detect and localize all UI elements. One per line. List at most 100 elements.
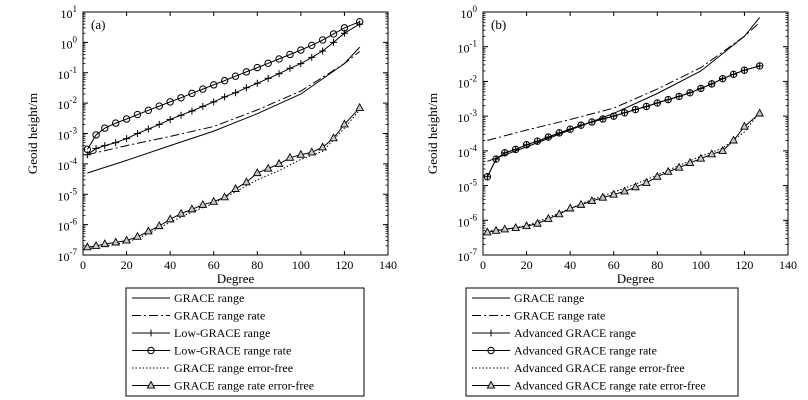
legend-marker xyxy=(147,346,155,355)
data-point xyxy=(275,55,283,63)
plot-frame xyxy=(82,11,389,256)
data-point xyxy=(166,115,174,123)
data-point xyxy=(155,120,163,128)
data-point xyxy=(101,142,109,150)
data-point xyxy=(133,110,142,119)
data-point xyxy=(177,94,185,102)
data-point xyxy=(154,221,164,230)
y-tick-label: 10-5 xyxy=(458,178,478,195)
y-axis-label: Geoid height/m xyxy=(425,93,440,174)
data-point xyxy=(242,177,251,186)
data-point xyxy=(155,102,163,110)
data-point xyxy=(664,95,672,104)
data-point xyxy=(483,173,492,181)
data-point xyxy=(355,17,364,26)
data-point xyxy=(522,141,531,149)
data-point xyxy=(188,89,196,98)
data-point xyxy=(598,192,608,201)
data-point xyxy=(642,177,651,186)
data-point xyxy=(188,107,196,115)
data-point xyxy=(133,231,142,240)
x-tick-label: 140 xyxy=(379,258,397,272)
data-point xyxy=(242,68,251,76)
data-point xyxy=(319,47,327,55)
legend-box xyxy=(465,287,739,397)
data-point xyxy=(685,157,695,166)
series-1 xyxy=(487,17,761,162)
data-point xyxy=(620,109,629,117)
y-tick-label: 10-7 xyxy=(58,247,78,264)
data-point xyxy=(144,106,153,115)
x-tick-label: 20 xyxy=(121,258,133,272)
data-point xyxy=(663,166,673,175)
data-point xyxy=(176,208,186,217)
data-point xyxy=(83,145,92,154)
data-point xyxy=(492,155,500,163)
data-point xyxy=(307,147,317,156)
legend-label: GRACE range xyxy=(514,291,584,305)
legend: GRACE range GRACE range rate Low-GRACE ran… xyxy=(125,287,365,397)
data-point xyxy=(729,70,738,79)
data-point xyxy=(501,149,509,157)
data-point xyxy=(221,93,229,101)
data-point xyxy=(122,115,131,123)
series-2 xyxy=(87,51,361,156)
data-point xyxy=(220,192,229,201)
legend-label: Low-GRACE range xyxy=(174,326,270,340)
data-point xyxy=(577,121,585,129)
x-tick-label: 0 xyxy=(480,258,486,272)
data-point xyxy=(329,30,338,38)
panel-label: (b) xyxy=(491,17,506,32)
legend-label: Advanced GRACE range xyxy=(514,326,636,340)
y-tick-label: 10-1 xyxy=(458,39,478,56)
series-line xyxy=(486,65,760,177)
series-line xyxy=(87,107,361,248)
data-point xyxy=(165,214,175,223)
series-line xyxy=(487,22,761,141)
data-point xyxy=(82,242,92,251)
y-tick-label: 10-2 xyxy=(58,95,78,112)
data-point xyxy=(708,80,716,88)
legend-label: GRACE range error-free xyxy=(174,361,293,375)
data-point xyxy=(123,135,131,143)
x-tick-label: 40 xyxy=(164,258,176,272)
data-point xyxy=(755,108,765,117)
legend-label: GRACE range rate error-free xyxy=(174,379,314,393)
data-point xyxy=(232,89,239,97)
series-1 xyxy=(87,46,361,174)
legend-marker xyxy=(487,329,495,337)
x-tick-label: 80 xyxy=(651,258,663,272)
legend-marker xyxy=(486,380,496,389)
data-point xyxy=(554,209,564,218)
chart-panel-b: (b) 0 20 40 60 80 100 120 140 10-7 10-6 10-5 10-4 10-… xyxy=(425,4,797,397)
legend-marker xyxy=(147,329,155,337)
data-point xyxy=(718,74,727,83)
data-point xyxy=(133,130,141,137)
data-point xyxy=(91,240,101,249)
y-tick-label: 10-7 xyxy=(458,247,478,264)
data-point xyxy=(740,121,749,130)
data-point xyxy=(210,98,218,106)
data-point xyxy=(187,204,197,213)
data-point xyxy=(101,124,109,132)
y-tick-label: 10-2 xyxy=(458,73,478,90)
data-point xyxy=(242,84,250,92)
data-point xyxy=(755,62,764,70)
legend-label: Advanced GRACE range rate error-free xyxy=(514,379,706,393)
series-line xyxy=(486,65,760,177)
series-6 xyxy=(82,102,365,251)
data-point xyxy=(631,182,640,191)
data-point xyxy=(718,145,728,154)
data-point xyxy=(533,137,542,145)
x-axis-label: Degree xyxy=(217,271,255,286)
legend-label: GRACE range rate xyxy=(514,309,605,323)
data-point xyxy=(318,36,327,44)
panel-label: (a) xyxy=(91,17,105,32)
data-point xyxy=(729,135,738,144)
data-point xyxy=(143,226,153,235)
y-tick-label: 10-6 xyxy=(458,212,478,229)
data-point xyxy=(296,149,306,158)
data-point xyxy=(286,64,294,72)
x-tick-label: 100 xyxy=(692,258,710,272)
